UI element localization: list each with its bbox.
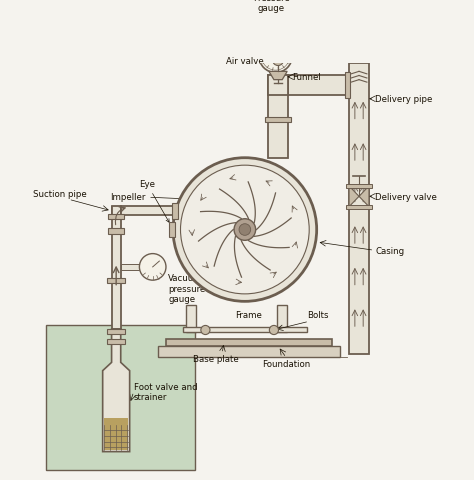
Text: Foot valve and
strainer: Foot valve and strainer	[134, 382, 198, 401]
Bar	[108, 214, 124, 220]
Bar	[288, 75, 349, 96]
Text: Base plate: Base plate	[193, 355, 239, 364]
Text: Casing: Casing	[375, 246, 404, 255]
Bar	[111, 207, 121, 234]
Circle shape	[234, 219, 255, 241]
Polygon shape	[359, 187, 369, 207]
Polygon shape	[349, 187, 359, 207]
Polygon shape	[269, 72, 287, 81]
Text: Delivery pipe: Delivery pipe	[375, 95, 433, 104]
Text: Impeller: Impeller	[110, 192, 220, 203]
Circle shape	[201, 326, 210, 335]
Bar	[46, 325, 195, 470]
Bar	[158, 347, 340, 357]
Polygon shape	[103, 329, 130, 452]
Circle shape	[269, 326, 279, 335]
Bar	[166, 339, 332, 347]
Bar	[108, 329, 125, 334]
Bar	[169, 223, 175, 237]
Bar	[111, 207, 121, 216]
Text: Air valve: Air valve	[226, 57, 264, 65]
Bar	[121, 264, 139, 271]
Text: Frame: Frame	[236, 311, 263, 320]
Bar	[268, 75, 288, 158]
Circle shape	[139, 254, 166, 281]
Bar	[277, 306, 287, 333]
Bar	[186, 306, 196, 333]
Bar	[108, 339, 125, 344]
Bar	[172, 204, 178, 219]
Bar	[265, 118, 292, 123]
Text: Delivery valve: Delivery valve	[375, 192, 437, 202]
Circle shape	[262, 43, 290, 71]
Bar	[268, 75, 288, 96]
Bar	[111, 230, 121, 329]
Bar	[349, 64, 369, 354]
Text: Pressure
gauge: Pressure gauge	[253, 0, 290, 13]
Circle shape	[259, 40, 292, 73]
Bar	[345, 72, 350, 98]
Bar	[121, 207, 181, 216]
Text: Suction pipe: Suction pipe	[33, 190, 87, 199]
Text: Funnel: Funnel	[292, 73, 321, 82]
Bar	[182, 328, 307, 333]
Bar	[346, 184, 372, 189]
Text: Foundation: Foundation	[262, 359, 310, 368]
Circle shape	[239, 224, 251, 236]
Text: Bolts: Bolts	[307, 311, 328, 320]
Circle shape	[273, 56, 283, 66]
Circle shape	[181, 166, 309, 294]
Text: Vacuum
pressure
gauge: Vacuum pressure gauge	[168, 274, 205, 303]
Bar	[108, 229, 124, 234]
Circle shape	[173, 158, 317, 302]
Polygon shape	[104, 419, 128, 450]
Bar	[346, 205, 372, 209]
Text: Eye: Eye	[139, 180, 169, 223]
Bar	[108, 278, 125, 284]
